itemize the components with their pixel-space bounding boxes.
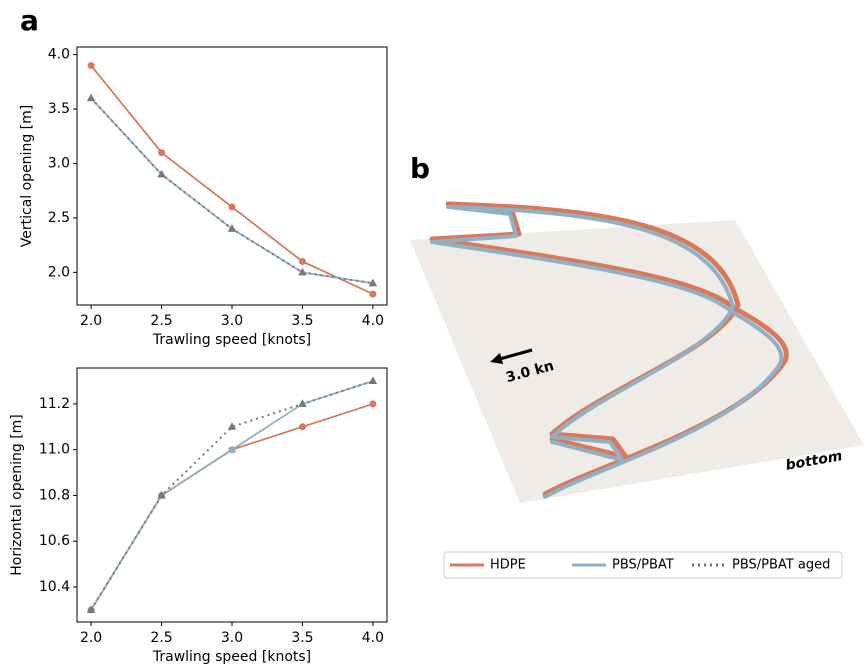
x-tick-label: 2.5 bbox=[150, 313, 172, 329]
x-tick-label: 2.5 bbox=[150, 630, 172, 646]
series-line bbox=[90, 403, 374, 611]
marker bbox=[86, 605, 96, 613]
marker bbox=[227, 445, 237, 453]
x-axis-title: Trawling speed [knots] bbox=[152, 332, 311, 348]
series-line bbox=[90, 380, 374, 611]
marker bbox=[369, 400, 377, 408]
y-axis-title: Horizontal opening [m] bbox=[9, 414, 25, 576]
marker bbox=[298, 399, 307, 407]
panel-label: a bbox=[20, 4, 39, 37]
series-line bbox=[90, 97, 374, 285]
y-tick-label: 11.2 bbox=[39, 396, 70, 412]
series-line bbox=[90, 380, 374, 611]
marker bbox=[298, 267, 307, 276]
marker bbox=[298, 257, 306, 265]
arrow-head bbox=[490, 353, 503, 364]
marker bbox=[368, 376, 378, 385]
x-axis-title: Trawling speed [knots] bbox=[152, 649, 311, 665]
marker bbox=[368, 278, 378, 287]
y-tick-label: 2.0 bbox=[48, 264, 70, 280]
x-tick-label: 2.0 bbox=[80, 630, 102, 646]
x-tick-label: 3.0 bbox=[221, 313, 243, 329]
x-tick-label: 3.0 bbox=[221, 630, 243, 646]
x-tick-label: 3.5 bbox=[291, 630, 313, 646]
x-tick-label: 4.0 bbox=[362, 630, 384, 646]
marker bbox=[158, 149, 166, 157]
net-illustration: 3.0 kn bottom bbox=[410, 201, 864, 503]
y-tick-label: 10.6 bbox=[39, 533, 70, 549]
plot-frame bbox=[76, 46, 388, 306]
y-tick-label: 3.5 bbox=[48, 101, 70, 117]
marker bbox=[157, 490, 166, 499]
marker bbox=[227, 224, 237, 232]
marker bbox=[369, 290, 377, 298]
x-tick-label: 4.0 bbox=[362, 313, 384, 329]
y-tick-label: 10.4 bbox=[39, 579, 70, 595]
marker bbox=[86, 93, 96, 102]
legend-label: PBS/PBAT aged bbox=[732, 558, 830, 573]
marker bbox=[157, 169, 166, 178]
series-line bbox=[90, 64, 374, 295]
seabed-plane bbox=[410, 220, 864, 503]
y-axis-title: Vertical opening [m] bbox=[19, 105, 35, 247]
marker bbox=[228, 203, 236, 211]
x-tick-label: 3.5 bbox=[291, 313, 313, 329]
marker bbox=[227, 422, 237, 430]
arrow bbox=[495, 348, 533, 362]
y-tick-label: 11.0 bbox=[39, 442, 70, 458]
marker bbox=[298, 423, 306, 431]
marker bbox=[87, 62, 95, 70]
legend: HDPE PBS/PBAT PBS/PBAT aged bbox=[443, 551, 843, 579]
series-line bbox=[90, 97, 374, 285]
y-tick-label: 2.5 bbox=[48, 210, 70, 226]
y-tick-label: 4.0 bbox=[48, 47, 70, 63]
net-pbs bbox=[430, 205, 784, 499]
plot-frame bbox=[76, 367, 388, 623]
legend-label: HDPE bbox=[490, 558, 526, 573]
legend-label: PBS/PBAT bbox=[612, 558, 674, 573]
y-tick-label: 10.8 bbox=[39, 487, 70, 503]
legend-box bbox=[443, 551, 843, 579]
panel-label: b bbox=[410, 152, 430, 185]
y-tick-label: 3.0 bbox=[48, 155, 70, 171]
x-tick-label: 2.0 bbox=[80, 313, 102, 329]
